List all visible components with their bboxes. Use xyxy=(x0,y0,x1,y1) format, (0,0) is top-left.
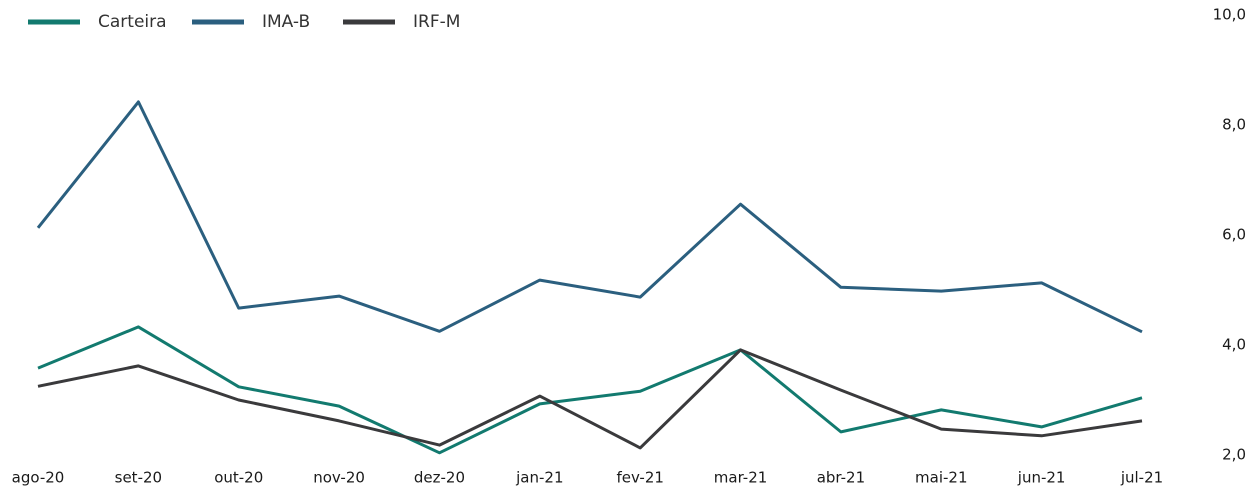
x-tick-label: set-20 xyxy=(115,469,162,487)
series-line xyxy=(37,348,1143,450)
x-tick-label: ago-20 xyxy=(12,469,65,487)
legend-label: IMA-B xyxy=(262,12,310,32)
x-tick-label: abr-21 xyxy=(817,469,865,487)
legend-label: Carteira xyxy=(98,12,167,32)
y-tick-label: 10,0 xyxy=(1213,6,1246,24)
series-line xyxy=(37,325,1143,455)
x-tick-label: jan-21 xyxy=(515,469,563,487)
y-tick-label: 2,0 xyxy=(1222,446,1246,464)
y-tick-label: 8,0 xyxy=(1222,116,1246,134)
x-tick-label: out-20 xyxy=(214,469,263,487)
x-tick-label: nov-20 xyxy=(313,469,365,487)
series-line xyxy=(36,100,1143,334)
x-tick-label: fev-21 xyxy=(616,469,663,487)
x-tick-label: mai-21 xyxy=(915,469,967,487)
x-tick-label: mar-21 xyxy=(714,469,768,487)
y-tick-label: 6,0 xyxy=(1222,226,1246,244)
x-tick-label: dez-20 xyxy=(414,469,465,487)
legend-label: IRF-M xyxy=(413,12,460,32)
y-tick-label: 4,0 xyxy=(1222,336,1246,354)
x-tick-label: jun-21 xyxy=(1017,469,1066,487)
x-tick-label: jul-21 xyxy=(1120,469,1163,487)
